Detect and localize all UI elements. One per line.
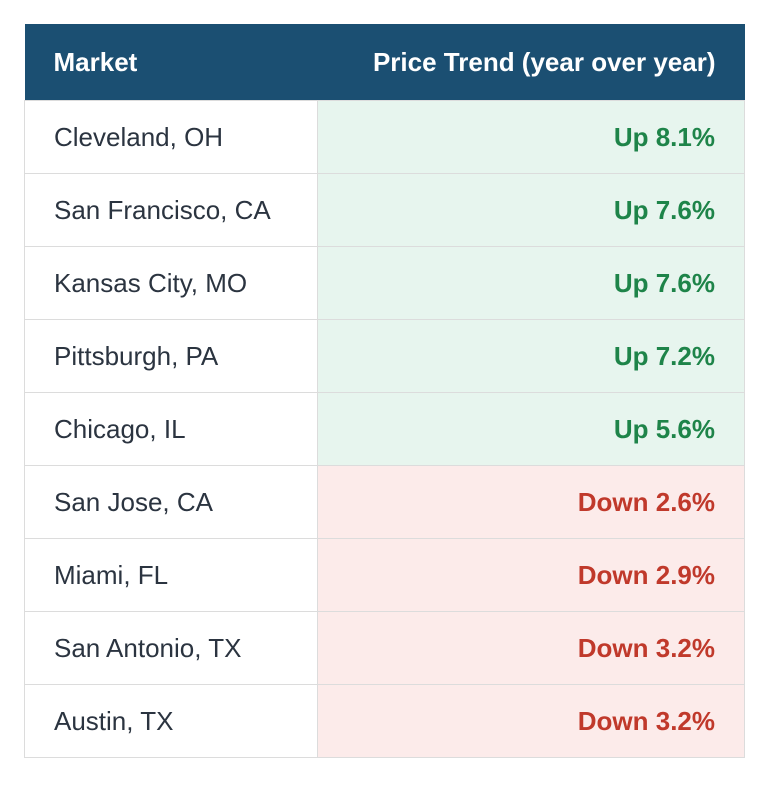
market-cell: San Francisco, CA: [24, 173, 318, 247]
price-trend-cell: Up 7.2%: [317, 319, 745, 393]
price-trend-cell: Down 2.9%: [317, 538, 745, 612]
table-row: San Antonio, TX Down 3.2%: [24, 611, 745, 685]
table-header: Market Price Trend (year over year): [24, 24, 745, 101]
column-header-market: Market: [24, 24, 318, 101]
price-trend-cell: Up 7.6%: [317, 246, 745, 320]
market-cell: Kansas City, MO: [24, 246, 318, 320]
table-row: Austin, TX Down 3.2%: [24, 684, 745, 758]
price-trend-table: Market Price Trend (year over year) Clev…: [24, 24, 745, 758]
price-trend-cell: Down 3.2%: [317, 684, 745, 758]
price-trend-cell: Up 5.6%: [317, 392, 745, 466]
column-header-price-trend: Price Trend (year over year): [317, 24, 745, 101]
price-trend-cell: Up 7.6%: [317, 173, 745, 247]
table-row: San Jose, CA Down 2.6%: [24, 465, 745, 539]
table-row: San Francisco, CA Up 7.6%: [24, 173, 745, 247]
table-row: Pittsburgh, PA Up 7.2%: [24, 319, 745, 393]
market-cell: Chicago, IL: [24, 392, 318, 466]
price-trend-cell: Up 8.1%: [317, 100, 745, 174]
header-row: Market Price Trend (year over year): [24, 24, 745, 101]
table-row: Miami, FL Down 2.9%: [24, 538, 745, 612]
price-trend-cell: Down 2.6%: [317, 465, 745, 539]
market-cell: Cleveland, OH: [24, 100, 318, 174]
table-body: Cleveland, OH Up 8.1% San Francisco, CA Up …: [24, 100, 745, 758]
table-row: Chicago, IL Up 5.6%: [24, 392, 745, 466]
table-row: Kansas City, MO Up 7.6%: [24, 246, 745, 320]
price-trend-table-container: Market Price Trend (year over year) Clev…: [24, 24, 745, 758]
market-cell: Pittsburgh, PA: [24, 319, 318, 393]
market-cell: San Jose, CA: [24, 465, 318, 539]
table-row: Cleveland, OH Up 8.1%: [24, 100, 745, 174]
market-cell: San Antonio, TX: [24, 611, 318, 685]
price-trend-cell: Down 3.2%: [317, 611, 745, 685]
market-cell: Miami, FL: [24, 538, 318, 612]
market-cell: Austin, TX: [24, 684, 318, 758]
